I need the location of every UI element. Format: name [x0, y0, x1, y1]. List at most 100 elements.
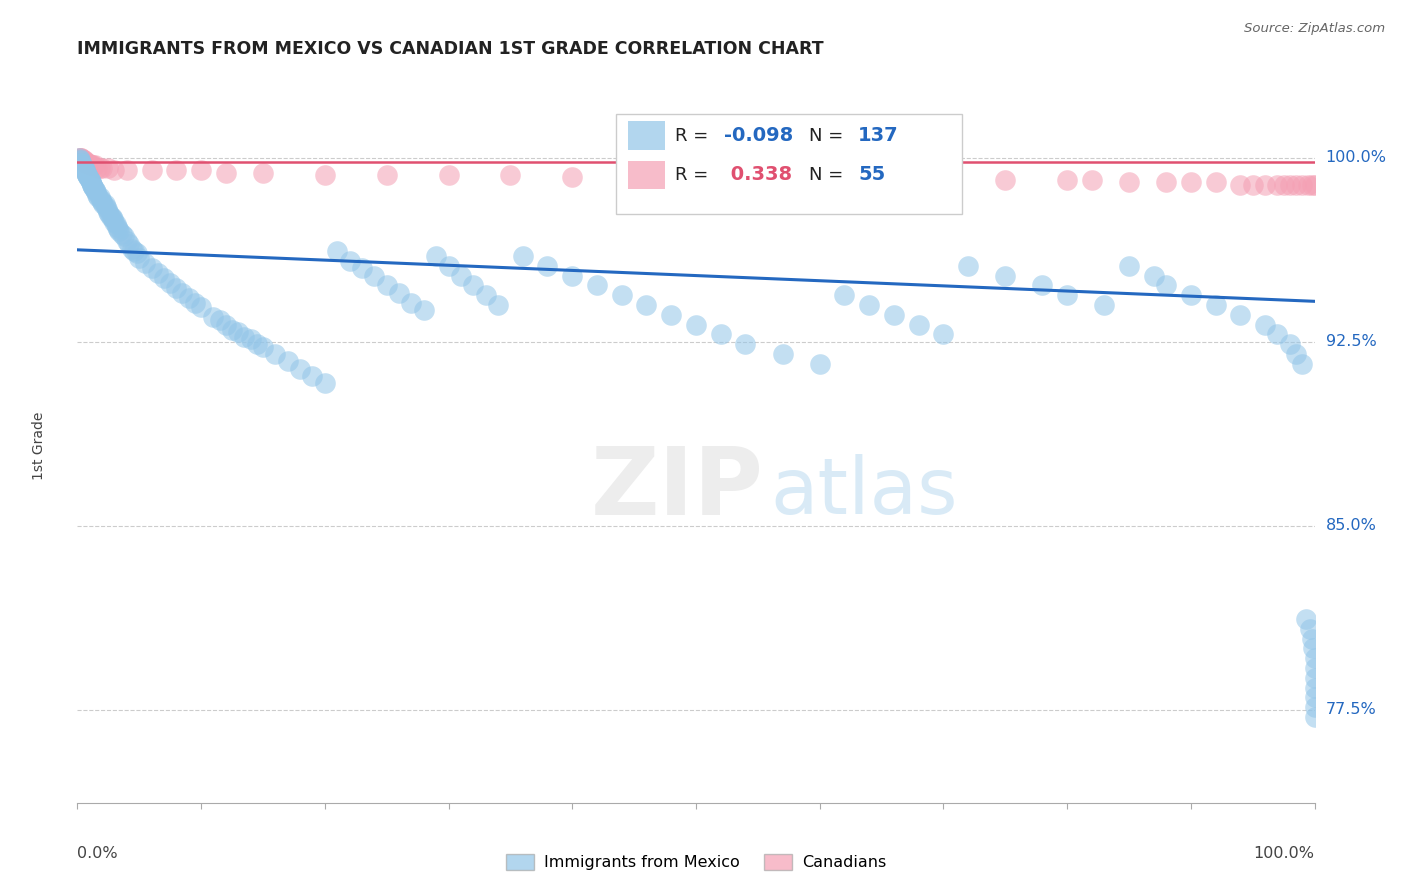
Point [1092, 298, 1115, 312]
Point [264, 347, 287, 361]
Point [79, 173, 101, 187]
Point [246, 337, 269, 351]
Point [72, 153, 94, 168]
Point [84, 185, 107, 199]
Point [91, 161, 114, 175]
Point [115, 234, 138, 248]
Point [72, 161, 94, 175]
Point [75, 155, 97, 169]
Point [858, 298, 880, 312]
Point [128, 252, 150, 266]
Text: IMMIGRANTS FROM MEXICO VS CANADIAN 1ST GRADE CORRELATION CHART: IMMIGRANTS FROM MEXICO VS CANADIAN 1ST G… [77, 40, 824, 58]
Point [83, 158, 105, 172]
Text: 0.338: 0.338 [724, 165, 793, 185]
Point [76, 155, 98, 169]
Point [1301, 632, 1323, 646]
Point [1303, 178, 1326, 192]
Text: atlas: atlas [770, 454, 957, 531]
Point [932, 327, 955, 342]
Point [375, 168, 398, 182]
Point [350, 261, 373, 276]
Point [87, 190, 110, 204]
Text: 77.5%: 77.5% [1326, 702, 1376, 717]
Point [122, 244, 145, 258]
Point [1118, 175, 1140, 189]
Point [82, 178, 104, 192]
Point [93, 197, 115, 211]
Point [1056, 173, 1078, 187]
Point [103, 212, 125, 227]
Text: R =: R = [675, 166, 714, 184]
Point [104, 217, 127, 231]
Point [73, 163, 96, 178]
Point [1302, 641, 1324, 656]
Point [1081, 173, 1104, 187]
Point [808, 357, 831, 371]
Point [437, 259, 460, 273]
Point [314, 168, 336, 182]
Point [1278, 337, 1301, 351]
Point [1285, 347, 1308, 361]
Point [165, 163, 187, 178]
Point [103, 214, 125, 228]
Point [69, 151, 91, 165]
Point [70, 151, 93, 165]
Point [70, 155, 93, 169]
Point [202, 310, 225, 325]
Point [610, 288, 633, 302]
Point [103, 163, 125, 178]
Point [77, 155, 100, 169]
Point [994, 173, 1017, 187]
Point [1056, 288, 1078, 302]
Point [363, 268, 385, 283]
Text: ZIP: ZIP [591, 442, 763, 535]
Point [561, 170, 583, 185]
Point [125, 246, 148, 260]
Point [67, 151, 90, 165]
Point [1205, 175, 1227, 189]
Point [73, 155, 96, 169]
Text: 0.0%: 0.0% [77, 846, 118, 861]
Point [89, 190, 111, 204]
Point [1303, 710, 1326, 724]
Point [1031, 278, 1053, 293]
Point [932, 173, 955, 187]
Point [685, 318, 707, 332]
Point [77, 170, 100, 185]
Point [1229, 308, 1251, 322]
Point [1303, 661, 1326, 675]
Point [1118, 259, 1140, 273]
Point [77, 170, 100, 185]
Point [375, 278, 398, 293]
Point [734, 337, 756, 351]
Point [82, 178, 104, 192]
Point [70, 155, 93, 169]
Point [72, 153, 94, 168]
Point [69, 153, 91, 168]
Point [91, 197, 114, 211]
Point [73, 163, 96, 178]
Point [82, 180, 104, 194]
Point [177, 291, 200, 305]
Point [636, 298, 658, 312]
Point [80, 175, 103, 189]
Legend: Immigrants from Mexico, Canadians: Immigrants from Mexico, Canadians [499, 847, 893, 877]
Point [215, 165, 238, 179]
Point [80, 158, 103, 172]
Text: Source: ZipAtlas.com: Source: ZipAtlas.com [1244, 22, 1385, 36]
Point [1254, 318, 1277, 332]
Point [623, 170, 645, 185]
Point [1180, 175, 1202, 189]
Point [808, 170, 831, 185]
Point [72, 161, 94, 175]
Point [153, 271, 176, 285]
Point [1291, 178, 1313, 192]
Point [463, 278, 485, 293]
Point [339, 253, 361, 268]
Point [89, 161, 111, 175]
Point [1267, 327, 1289, 342]
Point [314, 376, 336, 391]
Point [75, 165, 97, 179]
Point [252, 340, 274, 354]
Point [146, 266, 169, 280]
